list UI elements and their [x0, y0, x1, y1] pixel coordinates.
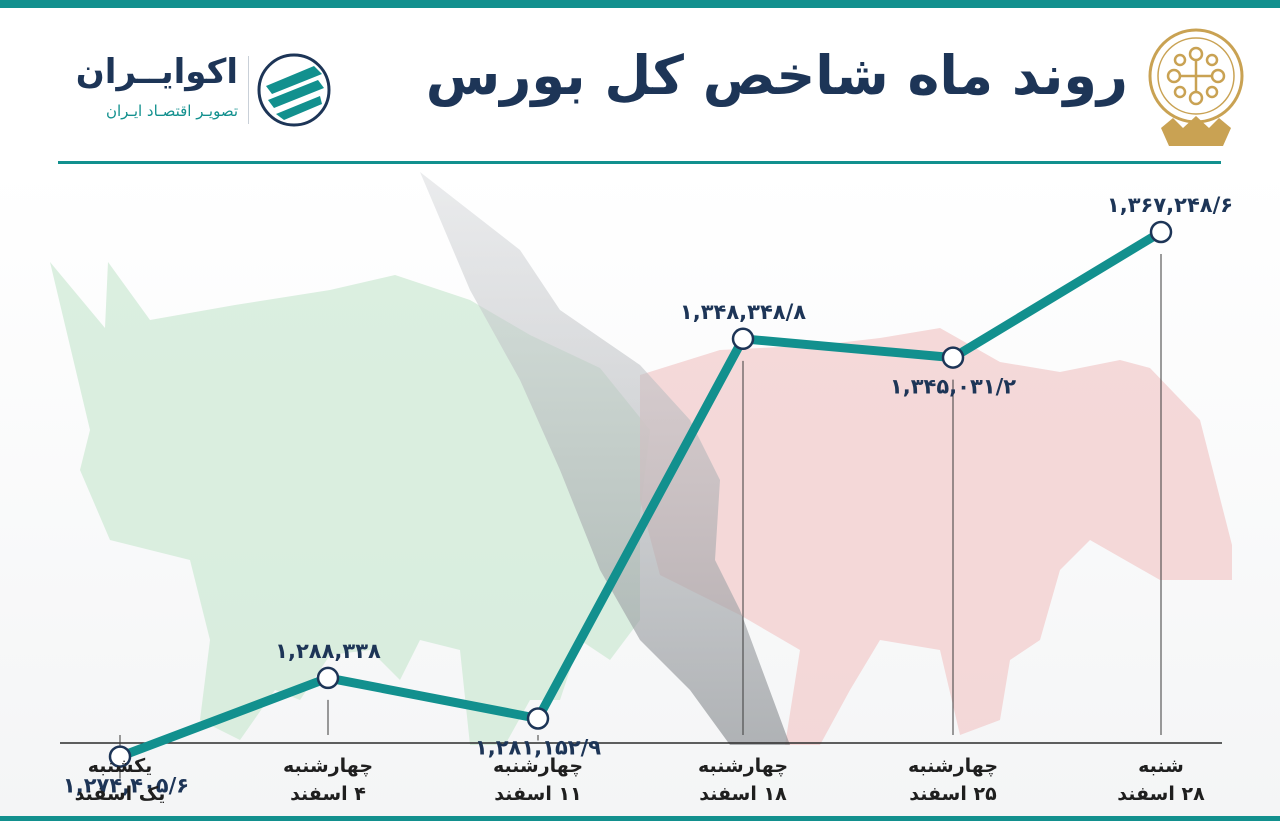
- bull-silhouette-icon: [50, 262, 650, 745]
- x-tick-label: چهارشنبه: [283, 755, 373, 777]
- ecoiran-logo-icon: [257, 53, 331, 127]
- brand-block: اکوایــران تصویـر اقتصـاد ایـران: [70, 52, 340, 132]
- data-label: ۱,۲۸۸,۳۳۸: [275, 639, 381, 663]
- x-tick-label: ۲۸ اسفند: [1117, 783, 1205, 805]
- top-frame-bar: [0, 0, 1280, 8]
- brand-separator: [248, 56, 249, 124]
- plot-area: ۱,۲۷۴,۴۰۵/۶ ۱,۲۸۸,۳۳۸ ۱,۲۸۱,۱۵۲/۹ ۱,۳۴۸,۳۴۸…: [63, 193, 1233, 805]
- data-point: [526, 707, 550, 730]
- x-tick-label: ۲۵ اسفند: [909, 783, 997, 805]
- data-point: [108, 745, 132, 768]
- series-line: [115, 227, 1166, 762]
- header-divider: [58, 161, 1221, 164]
- x-tick-label: یک اسفند: [75, 783, 166, 805]
- x-tick-label: ۱۸ اسفند: [699, 783, 787, 805]
- data-point: [1149, 220, 1173, 244]
- x-tick-label: چهارشنبه: [908, 755, 998, 777]
- x-tick-label: یکشنبه: [88, 755, 153, 777]
- data-point: [316, 666, 340, 690]
- page-title: روند ماه شاخص کل بورس: [425, 44, 1128, 107]
- data-label: ۱,۳۴۵,۰۳۱/۲: [890, 375, 1016, 399]
- background-decor: [50, 172, 1232, 745]
- data-label: ۱,۲۷۴,۴۰۵/۶: [63, 774, 189, 798]
- bear-silhouette-icon: [640, 328, 1232, 745]
- data-label: ۱,۳۴۸,۳۴۸/۸: [680, 300, 806, 324]
- brand-tagline: تصویـر اقتصـاد ایـران: [105, 102, 238, 120]
- bottom-frame-bar: [0, 816, 1280, 821]
- x-tick-label: ۴ اسفند: [290, 783, 366, 805]
- data-point: [941, 346, 965, 369]
- data-point: [731, 327, 755, 351]
- brand-name: اکوایــران: [75, 52, 238, 92]
- stock-exchange-emblem-icon: [1148, 28, 1244, 146]
- x-tick-label: چهارشنبه: [698, 755, 788, 777]
- x-tick-label: ۱۱ اسفند: [494, 783, 581, 805]
- x-tick-label: چهارشنبه: [493, 755, 583, 777]
- x-tick-label: شنبه: [1138, 755, 1184, 777]
- data-label: ۱,۳۶۷,۲۴۸/۶: [1107, 193, 1233, 217]
- data-label: ۱,۲۸۱,۱۵۲/۹: [475, 736, 601, 760]
- down-arrow-icon: [420, 172, 790, 745]
